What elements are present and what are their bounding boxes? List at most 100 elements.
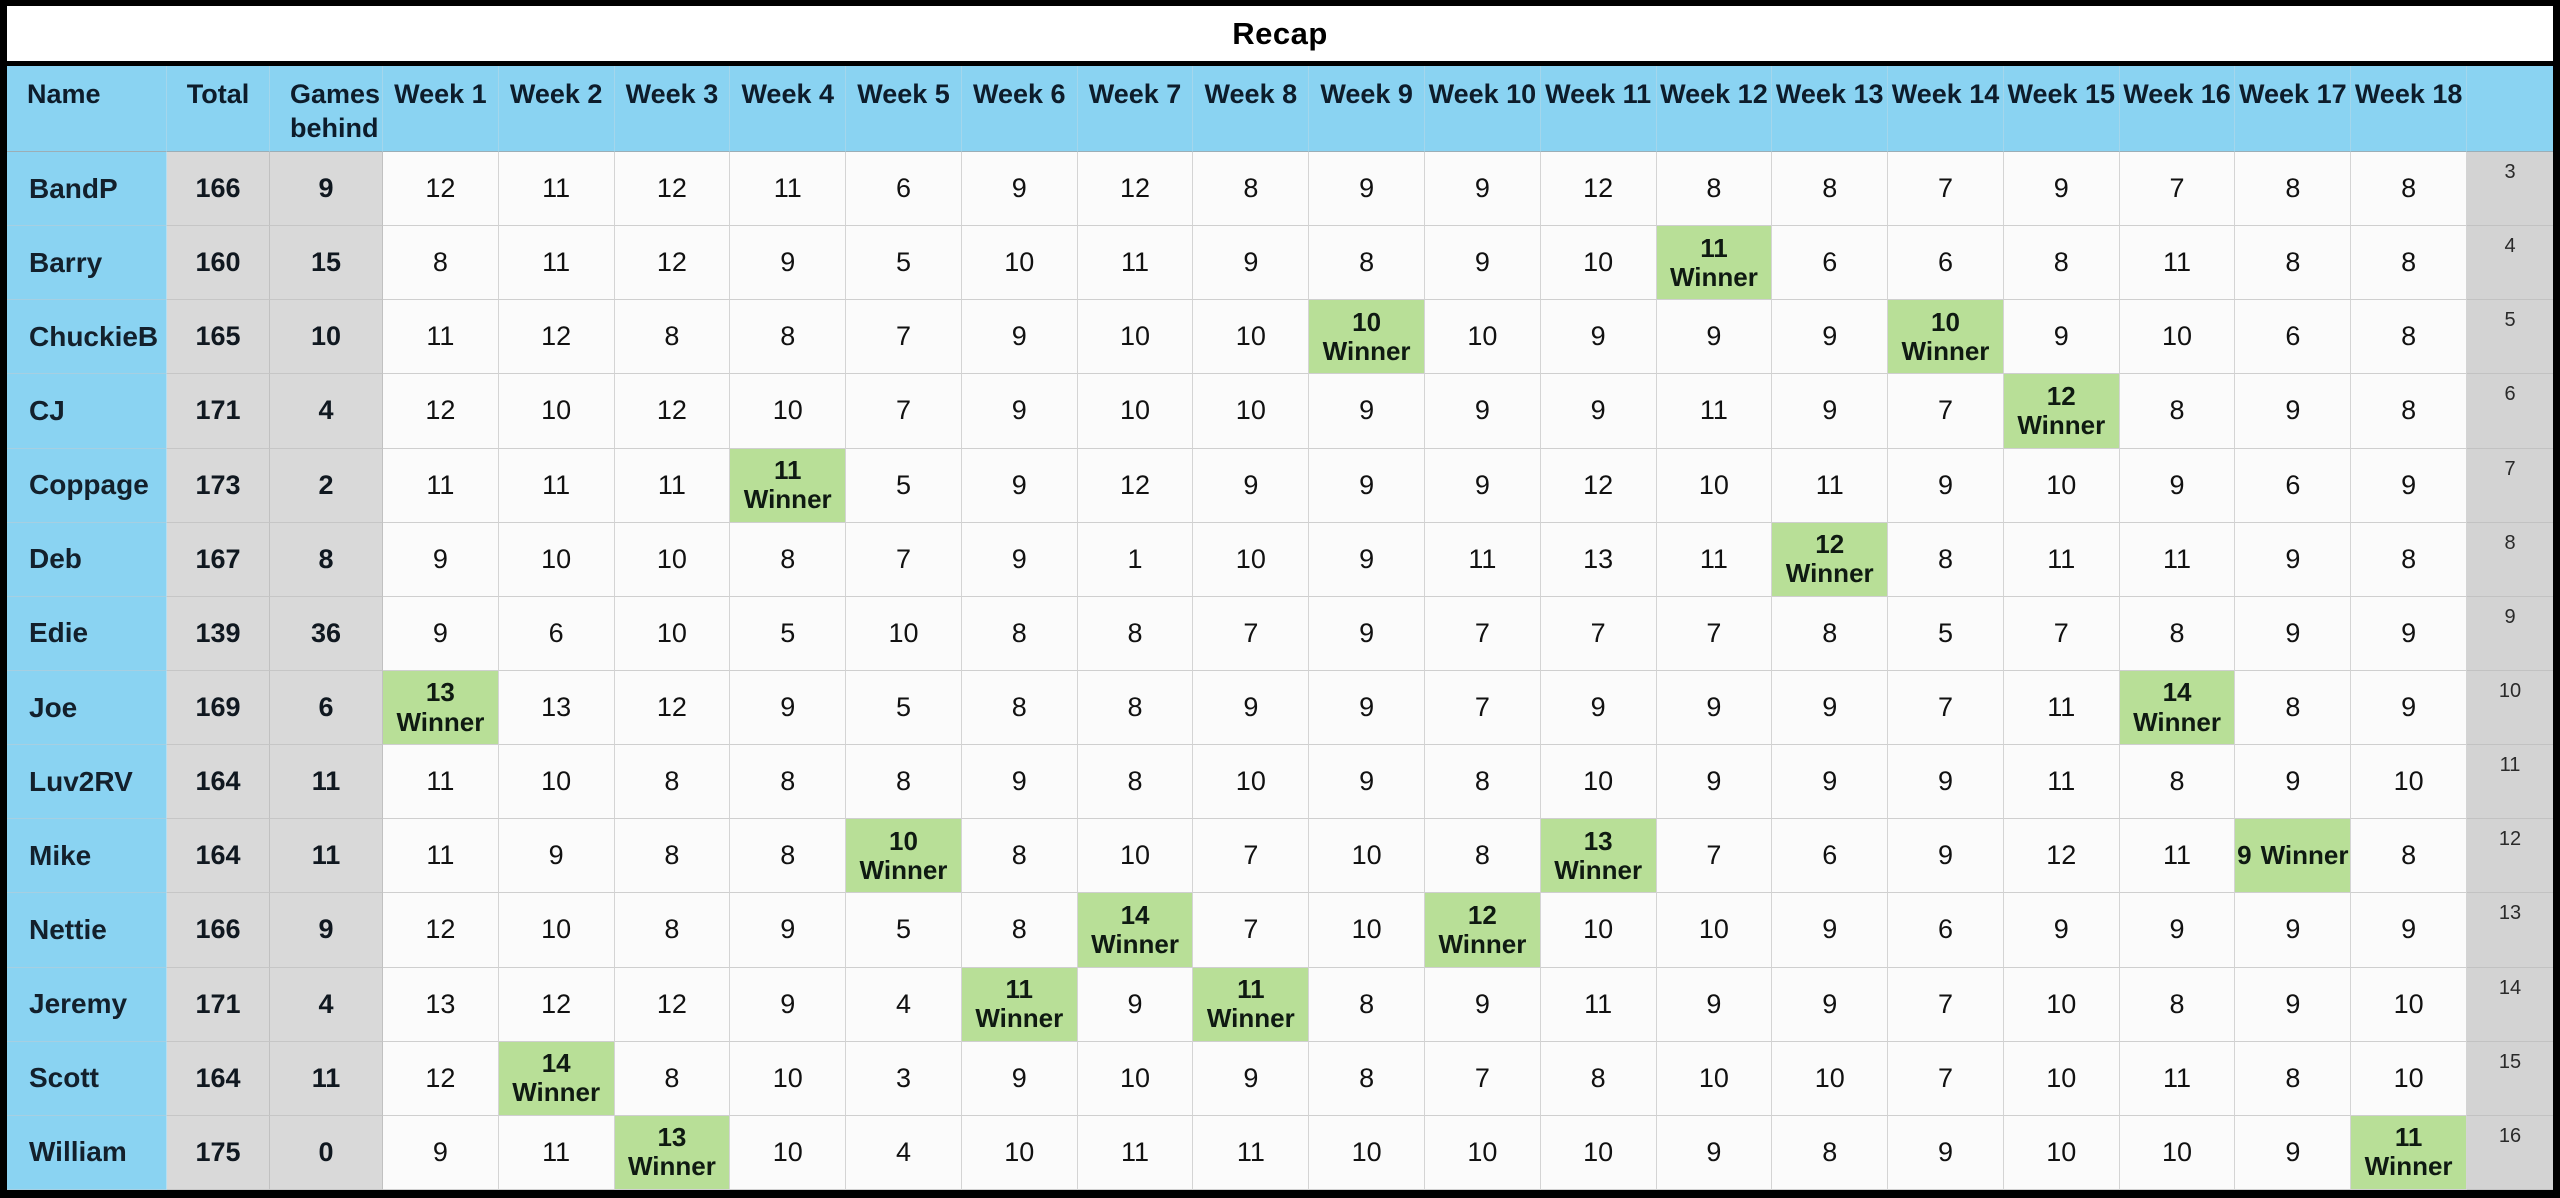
score-cell[interactable]: 8 (2351, 226, 2467, 301)
score-cell[interactable]: 9 (1888, 745, 2004, 820)
winner-score-cell[interactable]: 9 Winner (2235, 819, 2352, 894)
column-header-week-16[interactable]: Week 16 (2119, 66, 2236, 152)
score-cell[interactable]: 8 (1425, 745, 1541, 820)
score-cell[interactable]: 8 (846, 745, 962, 820)
score-cell[interactable]: 9 (1309, 374, 1425, 449)
winner-score-cell[interactable]: 11 Winner (2351, 1115, 2467, 1190)
score-cell[interactable]: 12 (383, 893, 499, 968)
score-cell[interactable]: 8 (730, 300, 847, 375)
score-cell[interactable]: 11 (498, 152, 615, 227)
score-cell[interactable]: 7 (1888, 967, 2004, 1042)
row-number-cell[interactable]: 4 (2467, 226, 2553, 301)
score-cell[interactable]: 8 (1077, 671, 1194, 746)
score-cell[interactable]: 10 (1309, 819, 1425, 894)
column-header-week-8[interactable]: Week 8 (1193, 66, 1310, 152)
column-header-week-13[interactable]: Week 13 (1772, 66, 1889, 152)
score-cell[interactable]: 7 (1193, 596, 1310, 671)
score-cell[interactable]: 12 (1540, 448, 1657, 523)
games-behind-cell[interactable]: 10 (270, 300, 383, 375)
player-name-cell[interactable]: Joe (7, 671, 167, 746)
score-cell[interactable]: 8 (1425, 819, 1541, 894)
row-number-cell[interactable]: 14 (2467, 967, 2553, 1042)
score-cell[interactable]: 9 (1540, 374, 1657, 449)
winner-score-cell[interactable]: 12 Winner (2003, 374, 2120, 449)
winner-score-cell[interactable]: 14 Winner (1077, 893, 1194, 968)
column-header-week-14[interactable]: Week 14 (1888, 66, 2004, 152)
score-cell[interactable]: 7 (1656, 819, 1773, 894)
score-cell[interactable]: 9 (1772, 967, 1889, 1042)
score-cell[interactable]: 11 (383, 745, 499, 820)
games-behind-cell[interactable]: 0 (270, 1115, 383, 1190)
score-cell[interactable]: 9 (2119, 893, 2236, 968)
score-cell[interactable]: 6 (498, 596, 615, 671)
games-behind-cell[interactable]: 2 (270, 448, 383, 523)
score-cell[interactable]: 8 (383, 226, 499, 301)
score-cell[interactable]: 10 (1425, 1115, 1541, 1190)
score-cell[interactable]: 8 (2351, 819, 2467, 894)
score-cell[interactable]: 8 (1309, 1041, 1425, 1116)
score-cell[interactable]: 10 (961, 226, 1078, 301)
score-cell[interactable]: 9 (1772, 671, 1889, 746)
score-cell[interactable]: 12 (498, 300, 615, 375)
score-cell[interactable]: 12 (614, 226, 731, 301)
total-cell[interactable]: 171 (167, 374, 270, 449)
score-cell[interactable]: 8 (1193, 152, 1310, 227)
column-header-week-6[interactable]: Week 6 (961, 66, 1078, 152)
score-cell[interactable]: 9 (730, 967, 847, 1042)
column-header-week-7[interactable]: Week 7 (1077, 66, 1194, 152)
score-cell[interactable]: 9 (383, 522, 499, 597)
score-cell[interactable]: 9 (2235, 1115, 2352, 1190)
score-cell[interactable]: 10 (2351, 1041, 2467, 1116)
column-header-games-behind[interactable]: Games behind (270, 66, 383, 152)
player-name-cell[interactable]: Barry (7, 226, 167, 301)
score-cell[interactable]: 10 (1540, 893, 1657, 968)
column-header-week-9[interactable]: Week 9 (1309, 66, 1425, 152)
score-cell[interactable]: 6 (2235, 300, 2352, 375)
score-cell[interactable]: 10 (614, 596, 731, 671)
score-cell[interactable]: 9 (383, 596, 499, 671)
score-cell[interactable]: 10 (2003, 967, 2120, 1042)
score-cell[interactable]: 9 (383, 1115, 499, 1190)
score-cell[interactable]: 8 (2351, 522, 2467, 597)
score-cell[interactable]: 9 (961, 374, 1078, 449)
score-cell[interactable]: 7 (1193, 893, 1310, 968)
score-cell[interactable]: 10 (2003, 448, 2120, 523)
score-cell[interactable]: 10 (1540, 745, 1657, 820)
score-cell[interactable]: 9 (1309, 671, 1425, 746)
score-cell[interactable]: 8 (1309, 967, 1425, 1042)
score-cell[interactable]: 8 (961, 819, 1078, 894)
column-header-week-10[interactable]: Week 10 (1425, 66, 1541, 152)
score-cell[interactable]: 8 (961, 596, 1078, 671)
score-cell[interactable]: 11 (383, 819, 499, 894)
score-cell[interactable]: 11 (2119, 1041, 2236, 1116)
score-cell[interactable]: 9 (1888, 448, 2004, 523)
score-cell[interactable]: 9 (2351, 671, 2467, 746)
row-number-cell[interactable]: 7 (2467, 448, 2553, 523)
score-cell[interactable]: 10 (730, 1115, 847, 1190)
score-cell[interactable]: 9 (2235, 893, 2352, 968)
player-name-cell[interactable]: Jeremy (7, 967, 167, 1042)
score-cell[interactable]: 8 (1656, 152, 1773, 227)
games-behind-cell[interactable]: 8 (270, 522, 383, 597)
score-cell[interactable]: 11 (2003, 671, 2120, 746)
total-cell[interactable]: 173 (167, 448, 270, 523)
score-cell[interactable]: 10 (1425, 300, 1541, 375)
score-cell[interactable]: 11 (2003, 522, 2120, 597)
winner-score-cell[interactable]: 10 Winner (1888, 300, 2004, 375)
player-name-cell[interactable]: ChuckieB (7, 300, 167, 375)
score-cell[interactable]: 9 (1077, 967, 1194, 1042)
player-name-cell[interactable]: William (7, 1115, 167, 1190)
score-cell[interactable]: 9 (1309, 448, 1425, 523)
score-cell[interactable]: 9 (1656, 671, 1773, 746)
total-cell[interactable]: 139 (167, 596, 270, 671)
score-cell[interactable]: 7 (2119, 152, 2236, 227)
row-number-cell[interactable]: 8 (2467, 522, 2553, 597)
score-cell[interactable]: 10 (614, 522, 731, 597)
score-cell[interactable]: 9 (1772, 745, 1889, 820)
player-name-cell[interactable]: CJ (7, 374, 167, 449)
score-cell[interactable]: 10 (846, 596, 962, 671)
score-cell[interactable]: 11 (498, 1115, 615, 1190)
player-name-cell[interactable]: Edie (7, 596, 167, 671)
score-cell[interactable]: 8 (2235, 152, 2352, 227)
row-number-cell[interactable]: 6 (2467, 374, 2553, 449)
